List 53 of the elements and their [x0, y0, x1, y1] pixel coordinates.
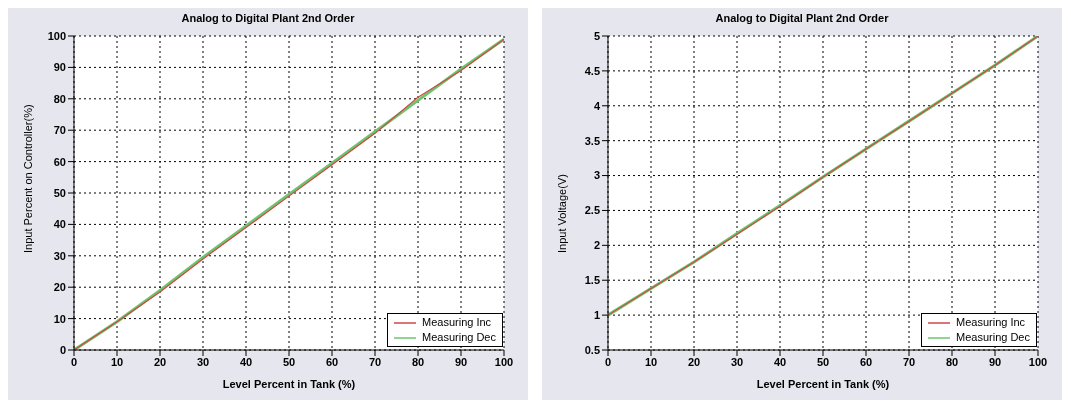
x-tick-label: 40 [239, 355, 253, 368]
y-tick-label: 10 [53, 312, 66, 325]
y-tick-label: 4 [593, 99, 601, 112]
x-tick-label: 30 [730, 355, 744, 368]
x-tick-label: 50 [282, 355, 296, 368]
x-tick-label: 70 [368, 355, 382, 368]
x-tick-label: 20 [687, 355, 701, 368]
y-tick-label: 0.5 [584, 343, 600, 356]
x-tick-label: 20 [153, 355, 167, 368]
y-tick-label: 2 [593, 239, 600, 252]
x-tick-label: 80 [411, 355, 425, 368]
x-tick-label: 90 [454, 355, 468, 368]
y-tick-label: 4.5 [584, 64, 600, 77]
y-axis-title: Input Percent on Controller(%) [21, 104, 34, 253]
x-tick-label: 0 [604, 355, 612, 368]
x-tick-label: 10 [644, 355, 658, 368]
x-tick-label: 80 [945, 355, 959, 368]
y-tick-label: 100 [47, 29, 66, 42]
y-tick-label: 90 [53, 61, 66, 74]
y-tick-label: 80 [53, 92, 66, 105]
x-tick-label: 90 [988, 355, 1002, 368]
x-tick-label: 40 [773, 355, 787, 368]
x-tick-label: 100 [1028, 355, 1048, 368]
x-tick-label: 50 [816, 355, 830, 368]
y-tick-label: 1 [593, 309, 600, 322]
x-tick-label: 0 [70, 355, 78, 368]
x-tick-label: 60 [325, 355, 339, 368]
y-tick-label: 50 [53, 186, 66, 199]
legend-label: Measuring Dec [422, 330, 496, 345]
y-tick-label: 60 [53, 155, 66, 168]
y-tick-label: 20 [53, 281, 66, 294]
y-tick-label: 70 [53, 124, 66, 137]
legend-label: Measuring Inc [422, 315, 492, 330]
y-tick-label: 2.5 [584, 204, 600, 217]
y-tick-label: 3 [593, 169, 600, 182]
x-tick-label: 60 [859, 355, 873, 368]
chart-title: Analog to Digital Plant 2nd Order [714, 11, 890, 26]
x-tick-label: 100 [494, 355, 514, 368]
y-axis-title: Input Voltage(V) [555, 174, 568, 253]
x-axis-title: Level Percent in Tank (%) [756, 378, 890, 390]
x-axis-title: Level Percent in Tank (%) [222, 378, 356, 390]
y-tick-label: 3.5 [584, 134, 600, 147]
x-tick-label: 10 [110, 355, 124, 368]
legend-label: Measuring Inc [956, 315, 1026, 330]
legend-label: Measuring Dec [956, 330, 1030, 345]
y-tick-label: 5 [593, 29, 600, 42]
x-tick-label: 70 [902, 355, 916, 368]
x-tick-label: 30 [196, 355, 210, 368]
y-tick-label: 0 [59, 343, 66, 356]
chart-title: Analog to Digital Plant 2nd Order [180, 11, 356, 26]
y-tick-label: 30 [53, 249, 66, 262]
y-tick-label: 40 [53, 218, 66, 231]
y-tick-label: 1.5 [584, 274, 600, 287]
